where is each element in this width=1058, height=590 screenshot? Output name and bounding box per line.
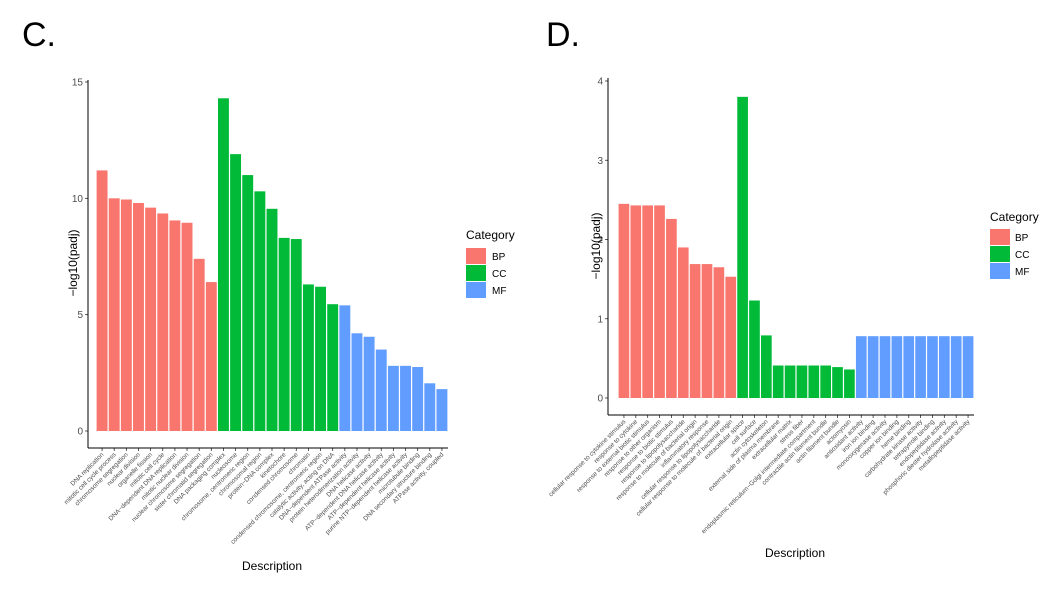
panel-d-bar [867,336,879,398]
panel-d-bar [749,300,760,398]
panel-c-legend-label-cc: CC [492,269,506,280]
panel-c-x-axis-title: Description [242,559,302,573]
panel-c-letter: C. [22,16,56,54]
panel-c-bar [96,170,108,431]
panel-d-bar [903,336,915,398]
panel-c-bar [230,154,242,431]
panel-d-bar [962,336,974,398]
panel-c-bar [387,365,399,431]
panel-c-legend: Category BP CC MF [466,228,515,298]
panel-d-bar [879,336,891,398]
panel-c-bar [266,208,278,431]
panel-c-bar [254,191,266,431]
panel-d-bar [832,367,843,398]
panel-c-bar [217,98,229,431]
panel-d-legend-label-cc: CC [1015,250,1029,261]
panel-d: D. 0 1 2 3 4 cellular response to cytokine s… [546,16,1039,560]
panel-d-bar [713,267,725,398]
panel-d-y-tick-label: 1 [597,314,603,325]
panel-c-bar [108,198,120,431]
panel-d-bar [855,336,867,398]
panel-c-bar [412,367,424,431]
panel-d-bar [915,336,926,398]
panel-d-bar [927,336,938,398]
panel-c-legend-title: Category [466,228,515,242]
panel-c-bar [278,237,290,431]
panel-c-bar [290,239,302,431]
panel-c-bar [424,383,436,431]
panel-c-bar [242,175,254,431]
panel-c-bar [375,349,387,431]
panel-d-legend-key-mf [990,263,1010,279]
panel-c-bar [302,284,314,431]
panel-c-bar [351,333,363,431]
panel-c-bar [169,220,181,431]
panel-d-legend-key-bp [990,229,1010,245]
panel-d-bar [950,336,962,398]
panel-d-bar [737,96,748,398]
panel-c-legend-label-bp: BP [492,252,506,263]
panel-c-legend-key-cc [466,265,486,281]
panel-d-bar [677,247,689,398]
panel-d-y-tick-label: 4 [597,77,603,88]
panel-c-bar [363,336,375,431]
panel-d-bar [654,205,665,398]
panel-d-y-tick-label: 0 [597,394,603,405]
panel-d-bar [784,365,796,398]
panel-d-bar [642,205,654,398]
panel-d-bar [796,365,808,398]
panel-c-y-tick-label: 15 [72,78,84,89]
panel-c-legend-label-mf: MF [492,286,506,297]
panel-d-bar [618,203,630,398]
panel-d-x-axis-title: Description [765,546,825,560]
panel-d-legend-title: Category [990,210,1039,224]
panel-d-legend-label-mf: MF [1015,267,1029,278]
panel-d-legend: Category BP CC MF [990,210,1039,279]
panel-c-bar [327,304,339,431]
panel-c-bar [315,286,327,431]
panel-c-legend-key-mf [466,282,486,298]
panel-d-legend-label-bp: BP [1015,233,1029,244]
panel-c-bar [339,305,351,431]
panel-d-y-tick-label: 2 [597,235,603,246]
panel-c-bar [181,222,193,431]
panel-c-bar [145,207,157,431]
panel-d-y-tick-label: 3 [597,156,603,167]
panel-c-bar [436,389,448,431]
panel-c-bar [157,213,169,431]
panel-d-bar [844,369,855,398]
panel-d-legend-key-cc [990,246,1010,262]
panel-d-x-tick-labels: cellular response to cytokine stimulusre… [548,415,972,535]
panel-c-y-tick-label: 0 [77,427,83,438]
panel-d-bar [938,336,950,398]
panel-c-bar [400,365,411,431]
panel-d-bar [666,218,677,398]
panel-c-bar [193,258,205,431]
panel-c-bar [133,202,144,431]
panel-d-bar [725,276,737,398]
panel-c-bars [96,98,448,431]
panel-d-bar [891,336,903,398]
panel-d-bar [760,335,772,398]
panel-c-bar [120,199,132,431]
panel-d-bar [772,365,784,398]
panel-d-bar [820,365,832,398]
panel-c-bar [205,282,217,431]
panel-c-y-axis-title: −log10(padj) [66,229,80,296]
panel-d-y-axis-title: −log10(padj) [589,212,603,279]
panel-d-letter: D. [546,16,580,54]
panel-c-y-tick-label: 5 [77,310,83,321]
panel-d-bar [701,264,713,398]
panel-d-bar [630,205,642,398]
panel-d-bar [808,365,820,398]
panel-c-y-tick-label: 10 [72,194,84,205]
panel-d-bars [618,96,974,398]
panel-d-bar [689,264,701,398]
panel-c-legend-key-bp [466,248,486,264]
